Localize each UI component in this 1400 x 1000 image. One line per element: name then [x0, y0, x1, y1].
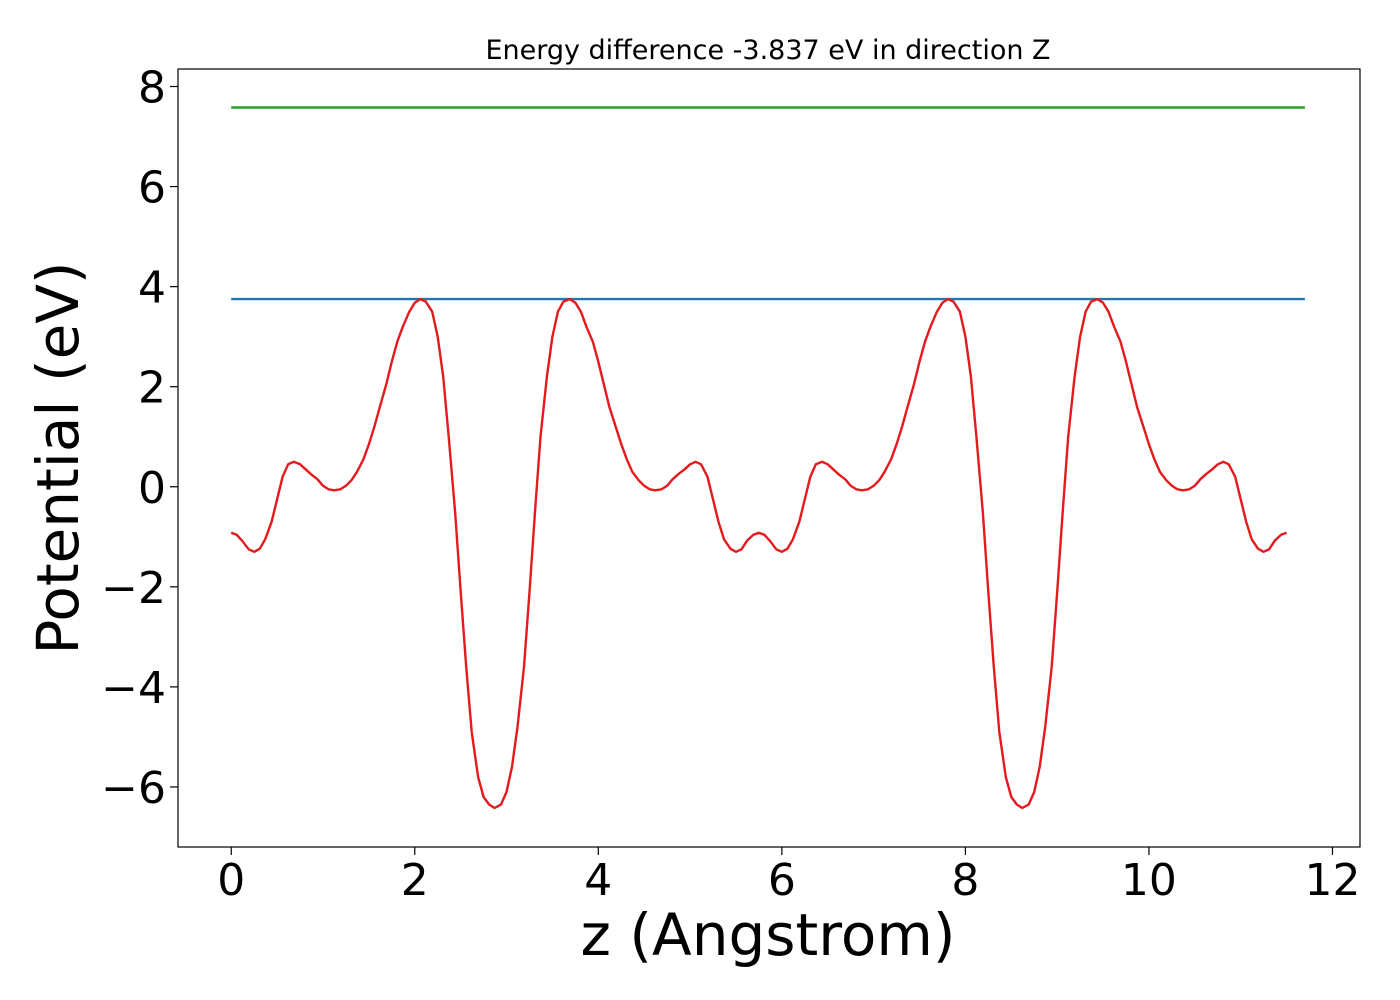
y-tick-label: 2 [138, 363, 166, 414]
x-tick-label: 10 [1121, 855, 1177, 906]
x-tick-label: 4 [584, 855, 612, 906]
y-tick-label: 4 [138, 263, 166, 314]
y-tick-label: 8 [138, 63, 166, 114]
y-tick-label: −6 [101, 763, 166, 814]
y-axis-label: Potential (eV) [24, 261, 92, 654]
y-tick-label: 6 [138, 163, 166, 214]
y-tick-label: −2 [101, 563, 166, 614]
x-tick-label: 6 [768, 855, 796, 906]
tick-layer: 0 2 4 6 8 10 12 −6 −4 −2 0 2 4 6 8 [101, 63, 1360, 906]
x-tick-label: 2 [401, 855, 429, 906]
y-tick-label: 0 [138, 463, 166, 514]
series-layer [230, 106, 1305, 810]
x-tick-label: 12 [1304, 855, 1360, 906]
series-line-2 [230, 297, 1288, 810]
x-tick-label: 8 [951, 855, 979, 906]
chart-title: Energy difference -3.837 eV in direction… [485, 35, 1050, 66]
y-tick-label: −4 [101, 663, 166, 714]
plot-frame [177, 68, 1361, 848]
x-axis-label: z (Angstrom) [581, 901, 956, 969]
x-tick-label: 0 [217, 855, 245, 906]
